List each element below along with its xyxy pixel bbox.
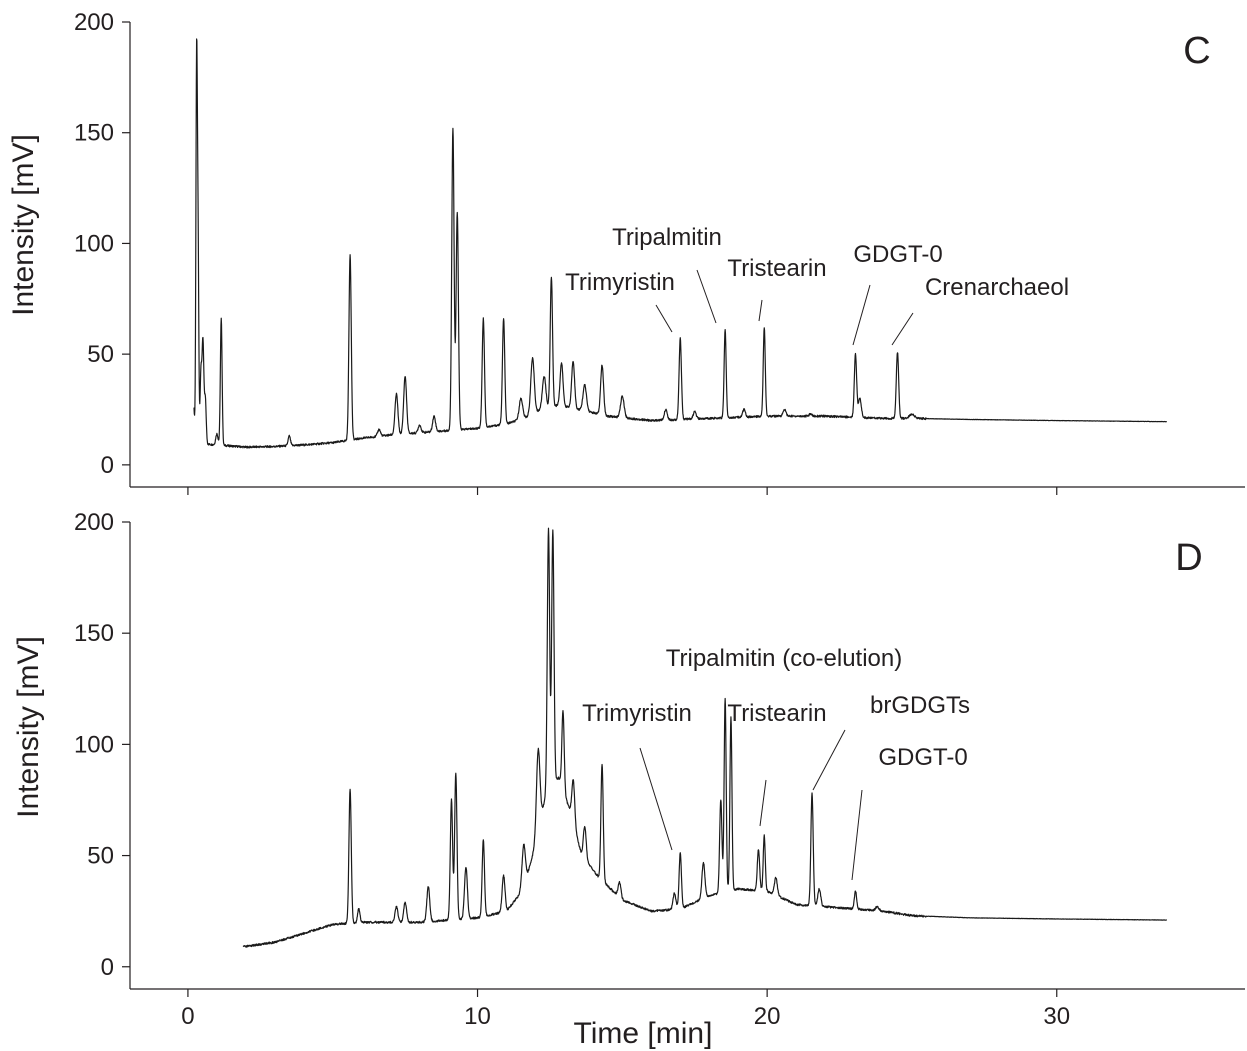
y-axis-title: Intensity [mV] <box>12 636 45 818</box>
panel-letter: D <box>1175 537 1202 579</box>
y-tick-label: 100 <box>74 230 114 257</box>
peak-annotation: Tripalmitin (co-elution) <box>666 645 903 672</box>
annotation-leader-line <box>759 779 767 827</box>
y-tick-label: 200 <box>74 509 114 536</box>
y-tick-label: 50 <box>87 341 114 368</box>
annotation-leader-line <box>696 269 717 324</box>
peak-annotation: Trimyristin <box>565 269 675 296</box>
y-tick-label: 150 <box>74 620 114 647</box>
annotation-leader-line <box>891 312 914 346</box>
annotation-leader-line <box>655 304 673 333</box>
y-tick-label: 200 <box>74 9 114 36</box>
annotation-leader-line <box>812 729 846 791</box>
y-tick-label: 0 <box>101 452 114 479</box>
peak-annotation: brGDGTs <box>870 692 970 719</box>
panel-letter: C <box>1183 30 1210 72</box>
panel-d: 0 50 100 150 200 0 10 20 30 Intensity [mV] Time [m… <box>12 509 1245 1050</box>
x-axis-title: Time [min] <box>574 1017 713 1050</box>
panel-c: 0 50 100 150 200 Intensity [mV] C Trimyristin Tr… <box>7 9 1245 495</box>
x-tick-label: 20 <box>754 1003 781 1030</box>
y-tick-label: 0 <box>101 954 114 981</box>
y-axis-title: Intensity [mV] <box>7 134 40 316</box>
y-tick-label: 150 <box>74 120 114 147</box>
peak-annotation: GDGT-0 <box>853 241 942 268</box>
x-tick-label: 0 <box>181 1003 194 1030</box>
peak-annotation: Tristearin <box>727 255 826 282</box>
x-tick-label: 30 <box>1043 1003 1070 1030</box>
annotation-leader-line <box>639 747 673 851</box>
y-tick-label: 50 <box>87 843 114 870</box>
peak-annotation: Crenarchaeol <box>925 274 1069 301</box>
peak-annotation: Trimyristin <box>582 700 692 727</box>
annotation-leader-line <box>851 789 863 881</box>
annotation-leader-line <box>758 299 763 322</box>
annotation-leader-line <box>852 284 871 346</box>
x-tick-label: 10 <box>464 1003 491 1030</box>
series-line <box>193 38 1168 449</box>
peak-annotation: GDGT-0 <box>878 744 967 771</box>
y-tick-label: 100 <box>74 731 114 758</box>
peak-annotation: Tristearin <box>727 700 826 727</box>
series-line <box>242 527 1168 948</box>
peak-annotation: Tripalmitin <box>612 224 722 251</box>
